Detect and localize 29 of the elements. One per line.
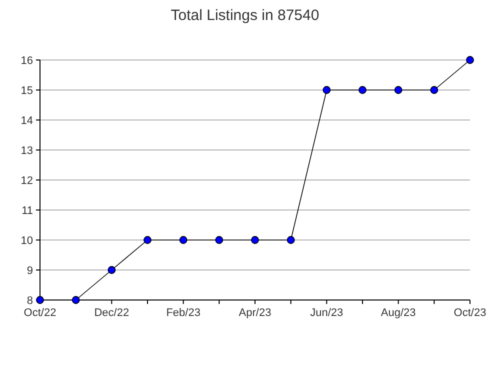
x-tick-label: Aug/23	[380, 307, 416, 319]
x-tick-label: Oct/23	[454, 307, 486, 319]
x-tick-label: Feb/23	[166, 307, 200, 319]
point	[286, 236, 295, 244]
y-tick-label: 8	[26, 294, 33, 307]
y-tick-label: 10	[20, 234, 33, 247]
y-tick-label: 12	[20, 174, 33, 187]
y-tick-label: 15	[20, 84, 33, 97]
chart-title: Total Listings in 87540	[170, 7, 320, 24]
y-tick-label: 16	[20, 54, 33, 67]
y-tick-label: 13	[20, 144, 33, 157]
point	[394, 86, 402, 94]
point	[430, 86, 438, 94]
point	[322, 86, 331, 94]
point	[358, 86, 366, 94]
x-tick-label: Oct/22	[24, 307, 56, 319]
x-tick-label: Apr/23	[238, 307, 272, 319]
point	[179, 236, 188, 244]
point	[72, 296, 80, 304]
point	[108, 266, 116, 274]
y-tick-label: 11	[22, 204, 33, 217]
x-tick-label: Jun/23	[310, 307, 344, 319]
point	[466, 56, 474, 64]
x-tick-label: Dec/22	[94, 307, 130, 319]
point	[251, 236, 259, 244]
y-tick-label: 9	[26, 264, 33, 277]
point	[144, 236, 152, 244]
y-tick-label: 14	[20, 114, 33, 127]
point	[215, 236, 224, 244]
